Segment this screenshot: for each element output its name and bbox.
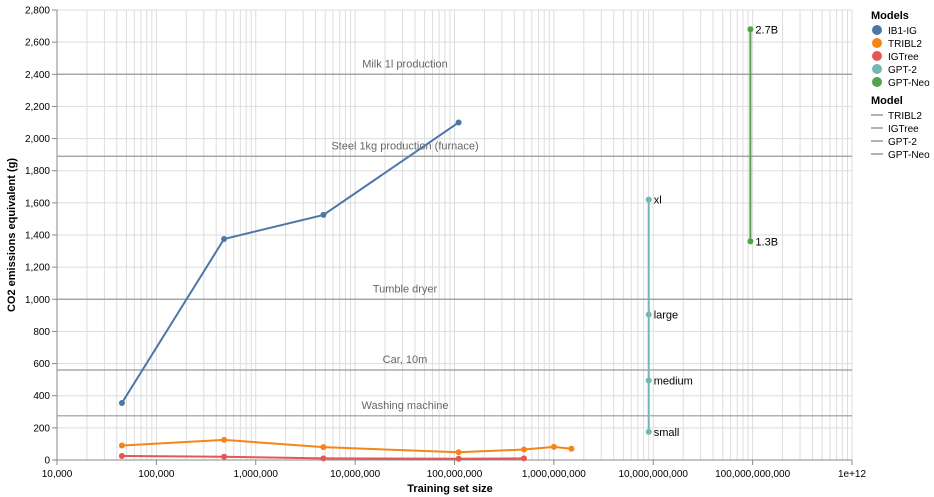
data-point <box>550 443 557 450</box>
y-axis-title: CO2 emissions equivalent (g) <box>6 158 18 312</box>
y-tick-label: 2,600 <box>25 38 50 49</box>
y-tick-label: 0 <box>44 456 50 467</box>
y-tick-label: 1,400 <box>25 231 50 242</box>
x-tick-label: 1,000,000 <box>234 469 279 480</box>
data-point <box>520 446 527 453</box>
data-point <box>455 449 462 456</box>
data-point <box>455 119 462 126</box>
series-tribl2 <box>118 436 575 456</box>
y-tick-label: 800 <box>33 327 50 338</box>
data-point <box>221 453 228 460</box>
legend-title: Models <box>871 10 909 22</box>
point-label: small <box>654 427 680 439</box>
point-label: 1.3B <box>755 236 778 248</box>
data-point <box>645 196 652 203</box>
legend-swatch <box>872 51 882 61</box>
legend-label: GPT-2 <box>888 137 917 148</box>
x-tick-label: 1,000,000,000 <box>522 469 586 480</box>
axes: 0 200 400 600 800 1,000 1,200 1,400 1,600 1,800 2,… <box>25 6 867 481</box>
data-point <box>568 445 575 452</box>
point-label: medium <box>654 375 693 387</box>
y-tick-label: 2,200 <box>25 102 50 113</box>
series-igtree <box>118 452 527 462</box>
x-tick-label: 100,000,000,000 <box>715 469 791 480</box>
reference-line-label: Steel 1kg production (furnace) <box>331 140 478 152</box>
legend-swatch <box>872 77 882 87</box>
data-point <box>320 455 327 462</box>
point-label: xl <box>654 195 662 207</box>
x-tick-label: 10,000,000,000 <box>618 469 688 480</box>
x-tick-label: 10,000,000 <box>330 469 380 480</box>
data-point <box>118 399 125 406</box>
data-point <box>118 442 125 449</box>
legend-label: TRIBL2 <box>888 111 922 122</box>
legend-label: GPT-Neo <box>888 78 930 89</box>
reference-line-label: Car, 10m <box>383 354 428 366</box>
grid <box>56 9 853 461</box>
y-tick-label: 1,600 <box>25 198 50 209</box>
reference-lines: Milk 1l production Steel 1kg production (… <box>57 58 852 417</box>
series-layer: small medium large xl 1.3B 2.7B <box>118 24 778 462</box>
y-tick-label: 400 <box>33 391 50 402</box>
data-point <box>118 452 125 459</box>
series-ib1-ig <box>118 119 462 406</box>
series-gpt-neo: 1.3B 2.7B <box>747 24 778 248</box>
x-axis-title: Training set size <box>407 483 493 495</box>
data-point <box>221 436 228 443</box>
data-point <box>221 236 228 243</box>
data-point <box>455 455 462 462</box>
data-point <box>645 311 652 318</box>
point-label: 2.7B <box>755 24 778 36</box>
legend-label: GPT-2 <box>888 65 917 76</box>
series-line <box>121 121 460 404</box>
legend-label: GPT-Neo <box>888 150 930 161</box>
data-point <box>520 455 527 462</box>
y-tick-label: 1,000 <box>25 295 50 306</box>
data-point <box>747 238 754 245</box>
data-point <box>320 211 327 218</box>
y-tick-label: 2,000 <box>25 134 50 145</box>
reference-line-label: Washing machine <box>361 400 448 412</box>
legend-title: Model <box>871 95 903 107</box>
legend: Models IB1-IG TRIBL2 IGTree GPT-2 GPT-Neo Mode… <box>871 10 930 161</box>
data-point <box>747 26 754 33</box>
y-tick-label: 2,800 <box>25 6 50 17</box>
legend-swatch <box>872 38 882 48</box>
legend-swatch <box>872 25 882 35</box>
data-point <box>645 428 652 435</box>
x-tick-label: 10,000 <box>42 469 73 480</box>
legend-label: IGTree <box>888 52 919 63</box>
data-point <box>645 377 652 384</box>
data-point <box>320 444 327 451</box>
y-tick-label: 200 <box>33 423 50 434</box>
legend-label: TRIBL2 <box>888 39 922 50</box>
y-tick-label: 1,800 <box>25 166 50 177</box>
y-tick-label: 1,200 <box>25 263 50 274</box>
series-line <box>121 438 572 454</box>
x-tick-label: 100,000 <box>138 469 175 480</box>
x-tick-label: 100,000,000 <box>427 469 483 480</box>
reference-line-label: Milk 1l production <box>362 58 448 70</box>
reference-line-label: Tumble dryer <box>373 283 438 295</box>
legend-swatch <box>872 64 882 74</box>
legend-label: IB1-IG <box>888 26 917 37</box>
legend-label: IGTree <box>888 124 919 135</box>
series-gpt-2: small medium large xl <box>645 195 693 439</box>
x-tick-label: 1e+12 <box>838 469 867 480</box>
y-tick-label: 2,400 <box>25 70 50 81</box>
y-tick-label: 600 <box>33 359 50 370</box>
point-label: large <box>654 310 678 322</box>
